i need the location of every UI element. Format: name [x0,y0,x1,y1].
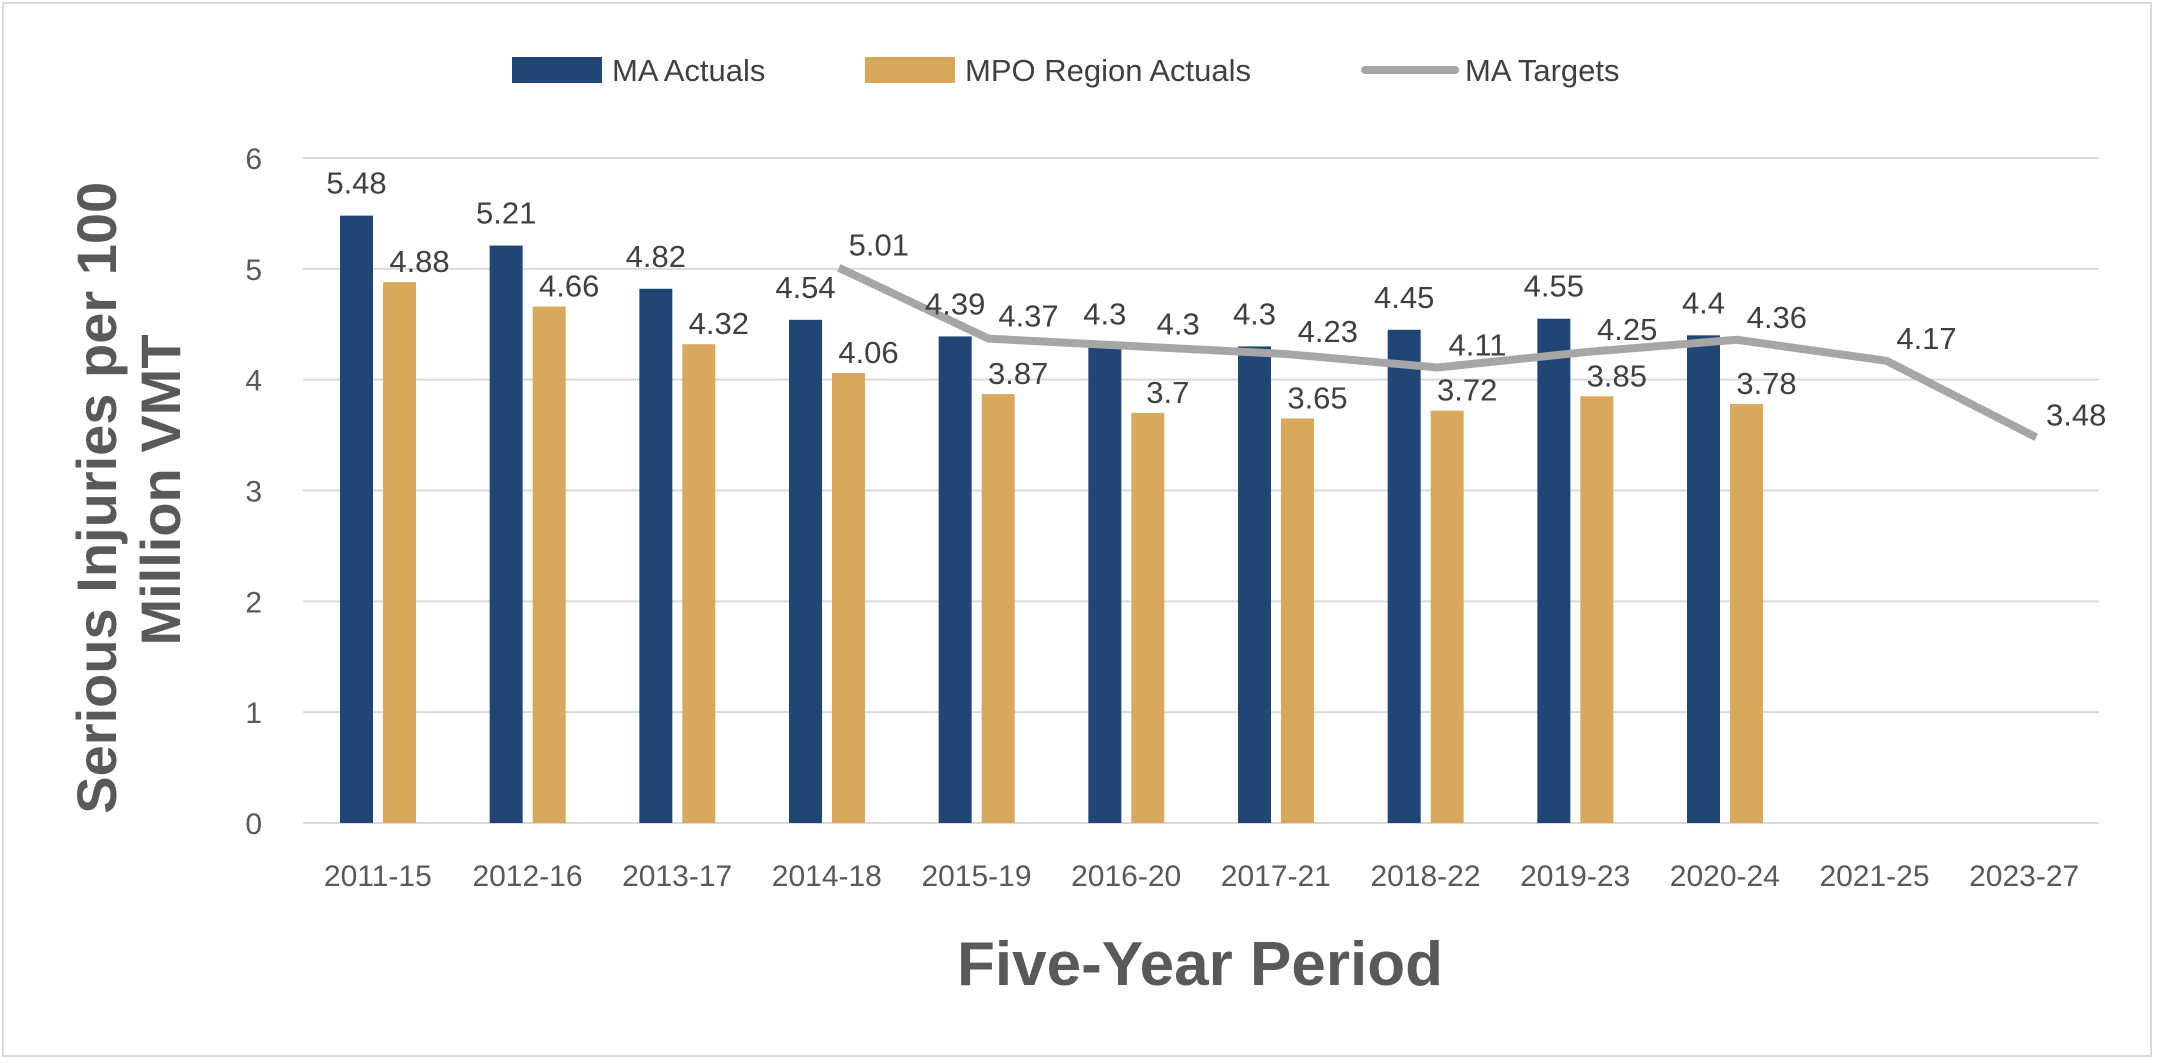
data-label-mpo-region-actuals: 3.78 [1736,366,1796,401]
bar-mpo-region-actuals [1430,410,1464,823]
x-tick-label: 2021-25 [1819,860,1929,893]
x-tick-label: 2012-16 [472,860,582,893]
legend-swatch-ma-actuals [512,57,602,83]
target-line [837,264,2038,441]
data-label-ma-actuals: 4.82 [626,239,686,274]
data-label-mpo-region-actuals: 3.85 [1587,358,1647,393]
y-tick-label: 0 [245,808,262,841]
data-label-mpo-region-actuals: 4.66 [539,269,599,304]
bar-mpo-region-actuals [1580,396,1614,823]
data-label-ma-actuals: 5.21 [476,196,536,231]
data-label-mpo-region-actuals: 3.7 [1146,375,1189,410]
data-label-ma-actuals: 4.4 [1682,285,1725,320]
y-axis-title: Serious Injuries per 100 Million VMT [65,166,192,813]
bar-mpo-region-actuals [981,394,1015,823]
y-tick-label: 4 [245,365,262,398]
x-tick-label: 2023-27 [1969,860,2079,893]
legend: MA Actuals MPO Region Actuals MA Targets [512,53,1620,88]
data-label-ma-targets: 4.23 [1298,314,1358,349]
x-tick-label: 2019-23 [1520,860,1630,893]
bar-ma-actuals [1537,318,1571,823]
data-label-ma-actuals: 4.3 [1233,296,1276,331]
bar-mpo-region-actuals [1730,404,1763,823]
y-axis-title-line1: Serious Injuries per 100 [65,182,128,814]
x-tick-label: 2011-15 [324,860,432,893]
data-label-ma-actuals: 4.54 [775,270,835,305]
legend-swatch-mpo-region-actuals [865,57,955,83]
bar-mpo-region-actuals [1131,412,1165,823]
legend-label-ma-targets: MA Targets [1465,53,1620,88]
x-tick-label: 2017-21 [1221,860,1331,893]
bar-mpo-region-actuals [532,306,566,823]
bar-mpo-region-actuals [1281,418,1314,823]
data-label-ma-actuals: 4.3 [1083,296,1126,331]
bar-ma-actuals [1387,329,1421,823]
y-tick-labels: 0 1 2 3 4 5 6 [245,143,262,841]
data-label-mpo-region-actuals: 4.88 [389,244,449,279]
data-label-ma-actuals: 5.48 [326,166,386,201]
data-label-ma-actuals: 4.45 [1374,280,1434,315]
x-tick-label: 2016-20 [1071,860,1181,893]
legend-label-ma-actuals: MA Actuals [612,53,765,88]
y-tick-label: 3 [245,476,262,509]
data-label-mpo-region-actuals: 3.65 [1287,380,1347,415]
target-series-line [837,264,2038,441]
data-label-ma-targets: 4.11 [1448,327,1506,362]
x-tick-label: 2020-24 [1670,860,1780,893]
data-label-mpo-region-actuals: 3.72 [1437,373,1497,408]
bar-ma-actuals [1088,346,1122,823]
legend-label-mpo-region-actuals: MPO Region Actuals [965,53,1251,88]
bar-ma-actuals [938,336,972,823]
data-label-ma-targets: 5.01 [849,228,909,263]
bar-ma-actuals [639,288,673,823]
data-label-ma-actuals: 4.55 [1524,269,1584,304]
data-label-ma-targets: 3.48 [2046,397,2106,432]
data-label-mpo-region-actuals: 4.32 [689,306,749,341]
data-label-mpo-region-actuals: 3.87 [988,356,1048,391]
x-tick-label: 2015-19 [921,860,1031,893]
x-tick-label: 2013-17 [622,860,732,893]
gridlines [303,157,2099,824]
x-tick-label: 2018-22 [1370,860,1480,893]
x-tick-label: 2014-18 [772,860,882,893]
y-tick-label: 5 [245,254,262,287]
data-label-ma-targets: 4.3 [1157,306,1200,341]
bar-mpo-region-actuals [383,282,416,824]
bar-ma-actuals [789,319,822,823]
y-tick-label: 1 [245,697,262,730]
bar-mpo-region-actuals [682,344,716,823]
bar-ma-actuals [1238,346,1271,823]
data-label-ma-targets: 4.25 [1597,312,1657,347]
x-tick-labels: 2011-15 2012-16 2013-17 2014-18 2015-19 2016-… [324,860,2079,893]
data-labels: 5.48 5.21 4.82 4.54 4.39 4.3 4.3 4.45 4.55 4.4 4.8… [326,166,2106,433]
data-label-ma-targets: 4.36 [1747,300,1807,335]
bars [340,215,1763,824]
y-tick-label: 6 [245,143,262,176]
data-label-ma-targets: 4.17 [1896,321,1956,356]
data-label-mpo-region-actuals: 4.06 [838,335,898,370]
bar-mpo-region-actuals [832,373,865,823]
y-axis-title-line2: Million VMT [129,334,192,645]
x-axis-title: Five-Year Period [957,930,1443,999]
bar-ma-actuals [1687,335,1720,823]
data-label-ma-targets: 4.37 [998,299,1058,334]
bar-ma-actuals [489,245,523,823]
bar-ma-actuals [340,215,373,824]
data-label-ma-actuals: 4.39 [925,286,985,321]
y-tick-label: 2 [245,586,262,619]
